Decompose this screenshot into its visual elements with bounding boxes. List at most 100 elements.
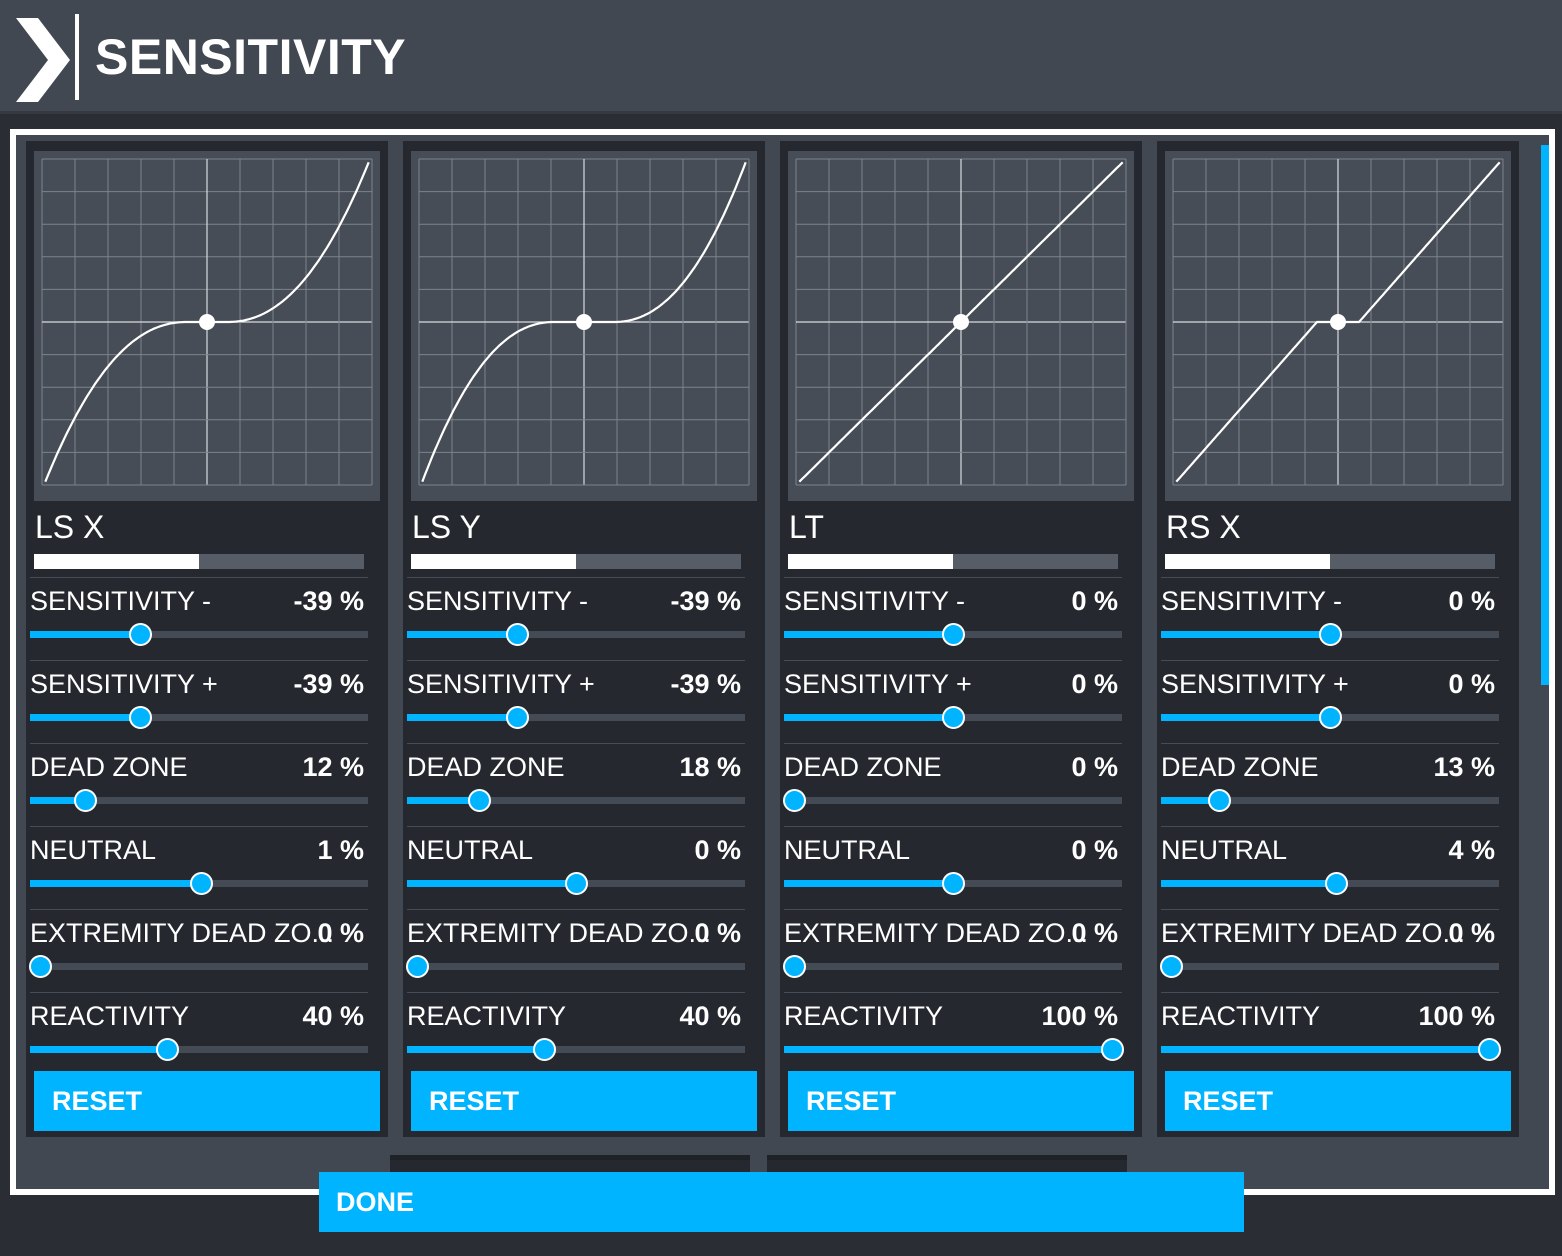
slider-handle[interactable] [565,872,588,895]
setting-label: SENSITIVITY - [407,586,589,616]
setting-label: DEAD ZONE [1161,752,1319,782]
slider-handle[interactable] [1325,872,1349,895]
setting-value: 13 % [1433,752,1495,782]
setting-value: 18 % [679,752,741,782]
page-title: SENSITIVITY [95,29,407,85]
setting-dead-zone: DEAD ZONE 18 % [407,743,745,826]
setting-neutral: NEUTRAL 0 % [407,826,745,909]
setting-value: 0 % [1071,752,1118,782]
slider-track[interactable] [784,963,1122,970]
slider-fill [1161,631,1330,638]
setting-dead-zone: DEAD ZONE 0 % [783,743,1122,826]
slider-track[interactable] [407,797,745,804]
slider-handle[interactable] [129,706,153,729]
vertical-scrollbar[interactable] [1541,145,1549,685]
setting-value: -39 % [670,669,741,699]
setting-sensitivity: SENSITIVITY - -39 % [30,577,368,660]
slider-track[interactable] [407,963,745,970]
slider-handle[interactable] [1160,955,1183,978]
axis-input-bar [1165,554,1495,569]
slider-handle[interactable] [942,872,965,895]
slider-fill [407,1046,543,1053]
slider-track[interactable] [1161,797,1499,804]
setting-sensitivity: SENSITIVITY + 0 % [1161,660,1499,743]
reset-button[interactable]: RESET [1165,1071,1511,1131]
slider-track[interactable] [30,797,368,804]
response-curve-svg [41,158,373,486]
slider-handle[interactable] [942,706,965,729]
slider-handle[interactable] [783,789,806,812]
response-curve-graph [411,151,757,501]
setting-extremity-dead-zo: EXTREMITY DEAD ZO... 0 % [783,909,1122,992]
slider-track[interactable] [1161,963,1499,970]
slider-handle[interactable] [29,955,52,978]
slider-handle[interactable] [1207,789,1231,812]
slider-fill [407,714,514,721]
neutral-point-marker [576,314,592,330]
setting-value: 0 % [1448,586,1495,616]
response-curve-svg [418,158,750,486]
setting-dead-zone: DEAD ZONE 13 % [1161,743,1499,826]
setting-sensitivity: SENSITIVITY + -39 % [30,660,368,743]
slider-track[interactable] [30,631,368,638]
slider-handle[interactable] [129,623,153,646]
slider-track[interactable] [407,1046,745,1053]
setting-value: 0 % [317,918,364,948]
slider-fill [1161,714,1330,721]
slider-track[interactable] [30,963,368,970]
slider-handle[interactable] [468,789,491,812]
slider-handle[interactable] [1319,623,1342,646]
slider-handle[interactable] [506,623,530,646]
chevron-right-icon[interactable] [14,18,70,102]
slider-handle[interactable] [506,706,530,729]
slider-handle[interactable] [1319,706,1342,729]
axis-input-bar [34,554,364,569]
slider-handle[interactable] [156,1038,180,1061]
setting-label: NEUTRAL [784,835,911,865]
setting-label: NEUTRAL [30,835,157,865]
slider-track[interactable] [1161,1046,1499,1053]
axis-panel-rs-x: RS X SENSITIVITY - 0 % SENSITIVITY + 0 % DEAD… [1157,141,1519,1137]
slider-track[interactable] [30,1046,368,1053]
setting-value: 0 % [1071,835,1118,865]
setting-reactivity: REACTIVITY 40 % [407,992,745,1075]
slider-fill [1161,880,1337,887]
done-button[interactable]: DONE [319,1172,1244,1232]
slider-fill [784,880,953,887]
slider-track[interactable] [784,1046,1122,1053]
setting-value: 0 % [1071,669,1118,699]
slider-track[interactable] [784,797,1122,804]
setting-neutral: NEUTRAL 1 % [30,826,368,909]
slider-handle[interactable] [1101,1038,1124,1061]
setting-value: -39 % [670,586,741,616]
slider-fill [407,880,576,887]
setting-label: SENSITIVITY + [407,669,595,699]
slider-handle[interactable] [533,1038,557,1061]
slider-handle[interactable] [406,955,429,978]
slider-handle[interactable] [1478,1038,1501,1061]
slider-handle[interactable] [783,955,806,978]
setting-value: 0 % [694,835,741,865]
slider-fill [1161,1046,1499,1053]
setting-value: 0 % [1448,669,1495,699]
setting-label: NEUTRAL [1161,835,1288,865]
reset-button[interactable]: RESET [411,1071,757,1131]
slider-handle[interactable] [189,872,213,895]
setting-reactivity: REACTIVITY 40 % [30,992,368,1075]
setting-value: 0 % [1448,918,1495,948]
slider-handle[interactable] [73,789,97,812]
setting-extremity-dead-zo: EXTREMITY DEAD ZO... 0 % [29,909,368,992]
axis-input-bar-fill [411,554,576,569]
response-curve-svg [795,158,1127,486]
setting-sensitivity: SENSITIVITY - 0 % [784,577,1122,660]
setting-sensitivity: SENSITIVITY + -39 % [407,660,745,743]
slider-handle[interactable] [942,623,965,646]
slider-track[interactable] [30,714,368,721]
setting-value: -39 % [293,669,364,699]
reset-button[interactable]: RESET [788,1071,1134,1131]
slider-track[interactable] [407,631,745,638]
setting-sensitivity: SENSITIVITY - -39 % [407,577,745,660]
reset-button[interactable]: RESET [34,1071,380,1131]
setting-value: 100 % [1418,1001,1495,1031]
slider-track[interactable] [407,714,745,721]
